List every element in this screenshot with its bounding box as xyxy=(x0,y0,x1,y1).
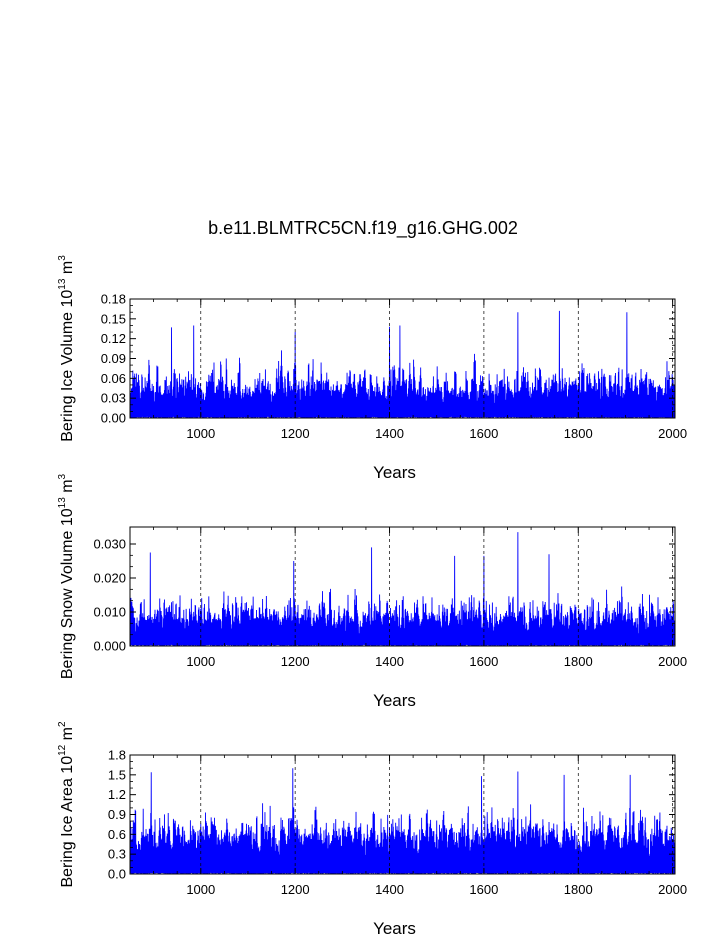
x-tick-label: 2000 xyxy=(658,426,687,441)
y-tick-label: 0.6 xyxy=(108,827,126,842)
plot-frame xyxy=(129,526,676,647)
x-tick-label: 1200 xyxy=(281,426,310,441)
chart-panel-1: 1000 1200 1400 1600 1800 2000 0.00 0.03 0.06 0.09… xyxy=(57,255,687,482)
series-line xyxy=(130,768,675,874)
y-tick-label: 0.9 xyxy=(108,807,126,822)
x-tick-label: 2000 xyxy=(658,654,687,669)
figure-title: b.e11.BLMTRC5CN.f19_g16.GHG.002 xyxy=(208,218,518,239)
y-tick-label: 0.18 xyxy=(101,292,126,307)
x-tick-label: 1000 xyxy=(186,654,215,669)
y-tick-label: 1.8 xyxy=(108,748,126,763)
x-axis-label: Years xyxy=(373,463,416,482)
y-tick-label: 0.12 xyxy=(101,331,126,346)
x-tick-label: 1600 xyxy=(469,426,498,441)
x-tick-label: 1000 xyxy=(186,426,215,441)
y-tick-label: 0.0 xyxy=(108,867,126,882)
x-tick-label: 1600 xyxy=(469,882,498,897)
y-tick-label: 0.09 xyxy=(101,351,126,366)
y-tick-label: 0.020 xyxy=(93,571,126,586)
y-tick-label: 0.030 xyxy=(93,537,126,552)
x-tick-label: 1800 xyxy=(564,882,593,897)
x-tick-label: 1200 xyxy=(281,654,310,669)
x-tick-label: 1200 xyxy=(281,882,310,897)
chart-panel-3: 1000 1200 1400 1600 1800 2000 0.0 0.3 0.6 0.9 1.2 1… xyxy=(57,721,687,935)
panels-group: 1000 1200 1400 1600 1800 2000 0.00 0.03 0.06 0.09… xyxy=(57,255,687,935)
x-tick-label: 1800 xyxy=(564,426,593,441)
y-axis-label: Bering Ice Volume 1013 m3 xyxy=(57,255,76,442)
y-tick-label: 1.5 xyxy=(108,767,126,782)
y-tick-label: 0.03 xyxy=(101,391,126,406)
y-tick-label: 0.00 xyxy=(101,411,126,426)
x-tick-label: 1400 xyxy=(375,654,404,669)
y-tick-label: 0.3 xyxy=(108,847,126,862)
x-tick-label: 1400 xyxy=(375,426,404,441)
y-axis-label: Bering Snow Volume 1013 m3 xyxy=(57,473,76,679)
y-tick-label: 0.15 xyxy=(101,311,126,326)
x-tick-label: 1800 xyxy=(564,654,593,669)
series-line xyxy=(130,310,675,418)
y-tick-label: 0.06 xyxy=(101,371,126,386)
y-axis-label: Bering Ice Area 1012 m2 xyxy=(57,721,76,888)
x-axis-label: Years xyxy=(373,919,416,935)
y-tick-label: 0.010 xyxy=(93,605,126,620)
y-tick-label: 1.2 xyxy=(108,787,126,802)
x-tick-label: 1400 xyxy=(375,882,404,897)
y-tick-label: 0.000 xyxy=(93,639,126,654)
x-tick-label: 1600 xyxy=(469,654,498,669)
x-tick-label: 1000 xyxy=(186,882,215,897)
x-axis-label: Years xyxy=(373,691,416,710)
chart-panel-2: 1000 1200 1400 1600 1800 2000 0.000 0.010 0.020 0… xyxy=(57,473,687,710)
x-tick-label: 2000 xyxy=(658,882,687,897)
series-line xyxy=(130,532,675,646)
